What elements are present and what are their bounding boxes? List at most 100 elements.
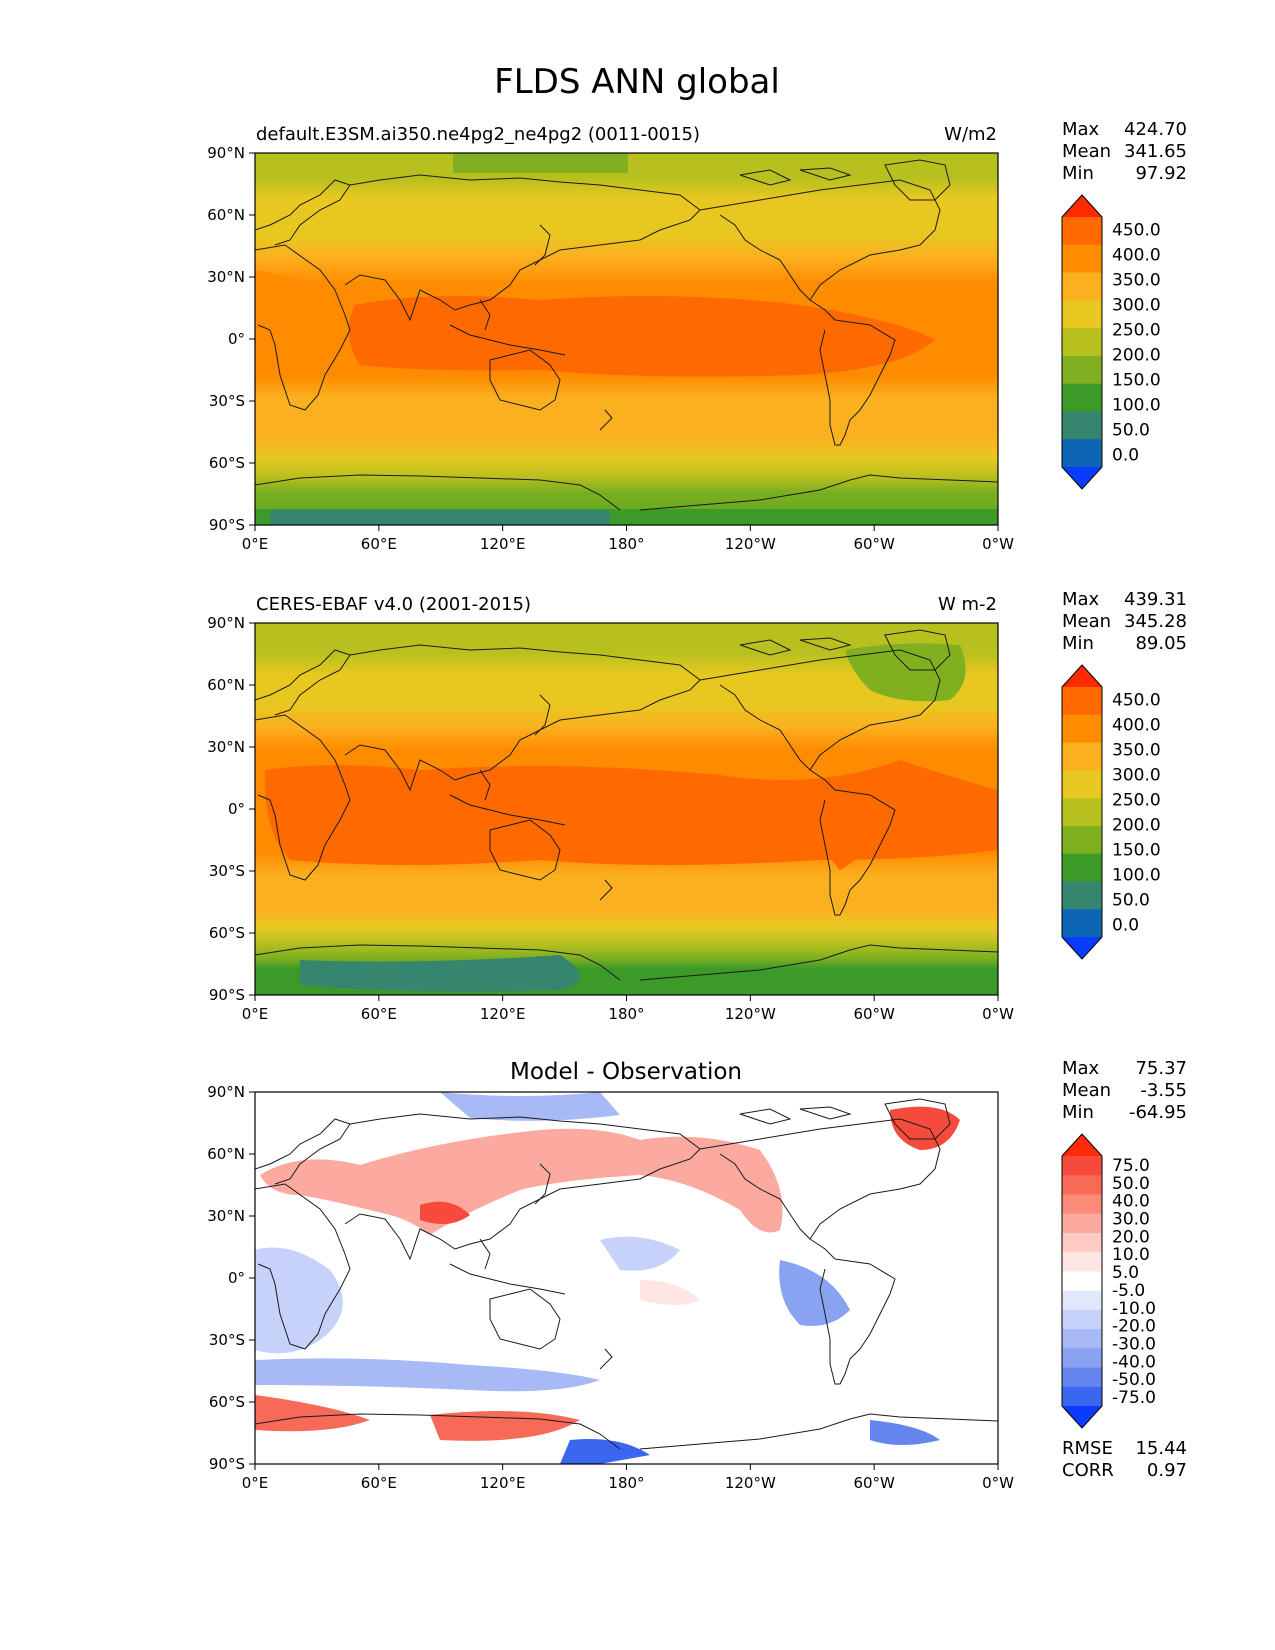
lat-tick-label: 90°S — [209, 516, 245, 534]
stat-label: Mean — [1062, 611, 1111, 632]
lon-tick-label: 60°W — [853, 1474, 895, 1492]
lon-tick-label: 120°E — [480, 535, 526, 553]
lon-tick-label: 0°W — [982, 535, 1014, 553]
lat-tick-label: 0° — [228, 330, 245, 348]
lat-tick-label: 60°S — [209, 454, 245, 472]
colorbar-label: -75.0 — [1112, 1388, 1156, 1408]
colorbar-label: 30.0 — [1112, 1210, 1150, 1230]
colorbar-segment — [1062, 1213, 1102, 1234]
lat-tick-label: 0° — [228, 1269, 245, 1287]
figure-title: FLDS ANN global — [494, 62, 780, 102]
colorbar-segment — [1062, 217, 1102, 246]
stat-value: 439.31 — [1124, 589, 1187, 610]
lat-tick-label: 90°N — [207, 144, 245, 162]
colorbar-segment — [1062, 1232, 1102, 1253]
footer-label: RMSE — [1062, 1438, 1113, 1459]
colorbar-label: -40.0 — [1112, 1352, 1156, 1372]
colorbar-segment — [1062, 1386, 1102, 1407]
panel-right-title: W m-2 — [938, 594, 997, 615]
stat-value: 424.70 — [1124, 119, 1187, 140]
stat-label: Min — [1062, 163, 1094, 184]
lat-tick-label: 90°S — [209, 1455, 245, 1473]
colorbar-label: 10.0 — [1112, 1245, 1150, 1265]
colorbar-extend-max — [1062, 195, 1102, 217]
colorbar-label: 250.0 — [1112, 791, 1161, 811]
stat-label: Mean — [1062, 141, 1111, 162]
map-field-difference — [255, 1092, 998, 1464]
lon-tick-label: 120°W — [725, 1005, 776, 1023]
map-field-observation — [255, 623, 998, 995]
panel-difference: Model - Observation 90°N 60°N 30°N 0° 30°S 60… — [207, 1058, 1187, 1492]
colorbar-extend-min — [1062, 467, 1102, 489]
colorbar-segment — [1062, 1367, 1102, 1388]
lat-tick-label: 60°S — [209, 924, 245, 942]
colorbar-label: 20.0 — [1112, 1227, 1150, 1247]
colorbar-outline — [1061, 194, 1103, 490]
colorbar-segment — [1062, 328, 1102, 357]
colorbar-segment — [1062, 411, 1102, 440]
colorbar-label: -20.0 — [1112, 1317, 1156, 1337]
colorbar-label: 5.0 — [1112, 1263, 1139, 1283]
lon-tick-label: 120°E — [480, 1005, 526, 1023]
colorbar-segment — [1062, 1252, 1102, 1272]
colorbar-extend-min — [1062, 1406, 1102, 1428]
stat-label: Mean — [1062, 1080, 1111, 1101]
colorbar-label: 40.0 — [1112, 1192, 1150, 1212]
colorbar-label: 250.0 — [1112, 321, 1161, 341]
panel-observation: CERES-EBAF v4.0 (2001-2015) W m-2 90°N 60… — [207, 589, 1187, 1023]
colorbar-label: -5.0 — [1112, 1281, 1145, 1301]
colorbar-segment — [1062, 272, 1102, 301]
colorbar-extend-max — [1062, 665, 1102, 687]
lon-tick-label: 60°E — [361, 1005, 397, 1023]
lon-tick-label: 120°E — [480, 1474, 526, 1492]
colorbar-label: 50.0 — [1112, 421, 1150, 441]
lon-tick-label: 60°E — [361, 1474, 397, 1492]
colorbar-segment — [1062, 383, 1102, 412]
stat-label: Min — [1062, 1102, 1094, 1123]
colorbar-label: 350.0 — [1112, 271, 1161, 291]
stat-value: 345.28 — [1124, 611, 1187, 632]
colorbar-label: -10.0 — [1112, 1299, 1156, 1319]
panel-left-title: CERES-EBAF v4.0 (2001-2015) — [256, 594, 531, 615]
lon-tick-label: 0°W — [982, 1474, 1014, 1492]
colorbar-segment — [1062, 1194, 1102, 1215]
colorbar-label: 100.0 — [1112, 866, 1161, 886]
lat-tick-label: 60°N — [207, 676, 245, 694]
colorbar-segment — [1062, 853, 1102, 882]
colorbar-label: 400.0 — [1112, 716, 1161, 736]
lon-tick-label: 0°W — [982, 1005, 1014, 1023]
colorbar-segment — [1062, 770, 1102, 799]
stat-value: -3.55 — [1140, 1080, 1187, 1101]
colorbar-segment — [1062, 1348, 1102, 1369]
colorbar-label: 200.0 — [1112, 346, 1161, 366]
map-field-model — [255, 153, 998, 525]
stat-value: 97.92 — [1135, 163, 1187, 184]
colorbar-segment — [1062, 244, 1102, 274]
colorbar-segment — [1062, 1156, 1102, 1176]
colorbar-label: 50.0 — [1112, 1174, 1150, 1194]
stat-label: Min — [1062, 633, 1094, 654]
colorbar-label: 100.0 — [1112, 396, 1161, 416]
lat-tick-label: 60°N — [207, 1145, 245, 1163]
lon-tick-label: 60°W — [853, 1005, 895, 1023]
colorbar-segment — [1062, 1309, 1102, 1330]
colorbar-segment — [1062, 1329, 1102, 1349]
lat-tick-label: 30°N — [207, 738, 245, 756]
lat-tick-label: 60°S — [209, 1393, 245, 1411]
colorbar-label: 150.0 — [1112, 841, 1161, 861]
footer-value: 15.44 — [1135, 1438, 1187, 1459]
colorbar-segment — [1062, 909, 1102, 938]
colorbar-segment — [1062, 1271, 1102, 1292]
footer-value: 0.97 — [1147, 1460, 1187, 1481]
colorbar-label: -50.0 — [1112, 1370, 1156, 1390]
stat-value: 75.37 — [1135, 1058, 1187, 1079]
colorbar-label: 350.0 — [1112, 741, 1161, 761]
colorbar-label: 200.0 — [1112, 816, 1161, 836]
colorbar-segment — [1062, 825, 1102, 855]
colorbar-segment — [1062, 355, 1102, 385]
footer-label: CORR — [1062, 1460, 1114, 1481]
stat-value: 341.65 — [1124, 141, 1187, 162]
lon-tick-label: 0°E — [242, 1474, 269, 1492]
colorbar-label: 0.0 — [1112, 446, 1139, 466]
colorbar-label: 75.0 — [1112, 1156, 1150, 1176]
